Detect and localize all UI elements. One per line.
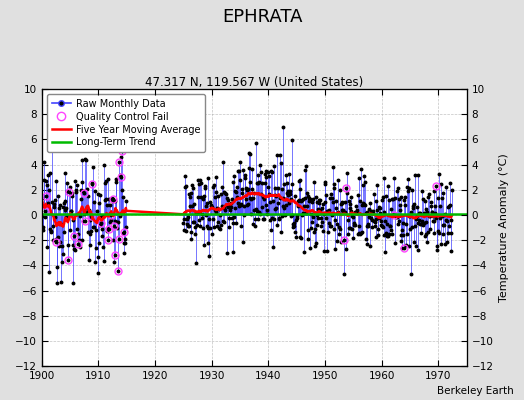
Text: EPHRATA: EPHRATA: [222, 8, 302, 26]
Y-axis label: Temperature Anomaly (°C): Temperature Anomaly (°C): [499, 153, 509, 302]
Text: Berkeley Earth: Berkeley Earth: [437, 386, 514, 396]
Legend: Raw Monthly Data, Quality Control Fail, Five Year Moving Average, Long-Term Tren: Raw Monthly Data, Quality Control Fail, …: [47, 94, 205, 152]
Title: 47.317 N, 119.567 W (United States): 47.317 N, 119.567 W (United States): [145, 76, 363, 89]
